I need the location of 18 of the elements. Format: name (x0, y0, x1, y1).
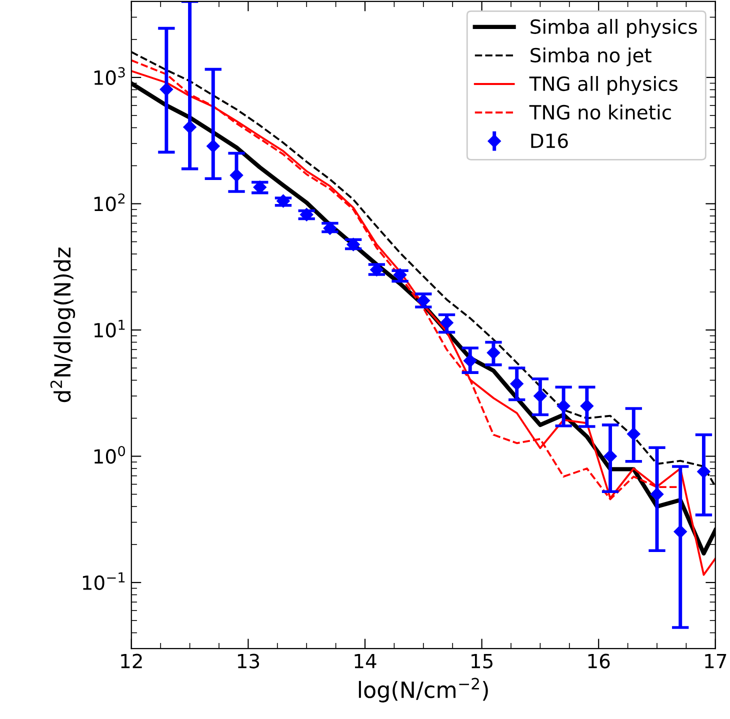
x-tick-label: 16 (588, 654, 610, 668)
y-tick-label: 10$^{3}$ (94, 67, 125, 85)
y-tick-label: 10$^{1}$ (94, 320, 125, 338)
y-tick-label: 10$^{0}$ (94, 446, 125, 464)
legend-label: Simba all physics (530, 18, 697, 38)
x-tick-label: 14 (354, 654, 376, 668)
x-tick-label: 13 (238, 654, 260, 668)
y-tick-label: 10$^{2}$ (94, 193, 125, 212)
y-tick-label: 10$^{−1}$ (82, 572, 125, 590)
legend-label: TNG all physics (529, 76, 678, 95)
legend-label: D16 (531, 133, 568, 148)
x-axis-title: log(N/cm$^{−2}$) (358, 678, 488, 702)
x-tick-label: 15 (472, 654, 492, 668)
legend-label: TNG no kinetic (529, 104, 671, 120)
legend-label: Simba no jet (530, 47, 652, 66)
x-tick-label: 12 (121, 654, 142, 668)
y-axis-title: d$^{2}$N/dlog(N)dz (50, 248, 76, 402)
x-tick-label: 17 (705, 654, 726, 668)
